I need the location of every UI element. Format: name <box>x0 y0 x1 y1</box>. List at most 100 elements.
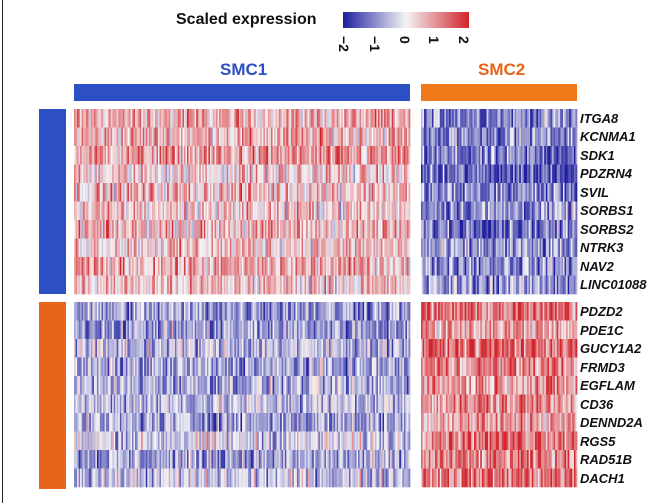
heatmap-cell-smc1 <box>374 164 377 184</box>
heatmap-cell-smc2 <box>508 257 511 276</box>
heatmap-cell-smc1 <box>267 220 270 239</box>
heatmap-cell-smc1 <box>202 164 205 184</box>
heatmap-cell-smc2 <box>478 146 481 165</box>
heatmap-cell-smc1 <box>106 257 108 276</box>
heatmap-cell-smc2 <box>486 109 489 128</box>
heatmap-cell-smc2 <box>542 164 545 184</box>
heatmap-cell-smc1 <box>364 109 367 128</box>
heatmap-cell-smc1 <box>240 220 243 239</box>
heatmap-cell-smc1 <box>142 376 145 395</box>
heatmap-cell-smc2 <box>573 201 576 221</box>
heatmap-cell-smc1 <box>322 376 325 395</box>
heatmap-cell-smc2 <box>511 257 514 276</box>
heatmap-cell-smc1 <box>206 238 209 258</box>
heatmap-cell-smc1 <box>171 394 174 414</box>
heatmap-cell-smc1 <box>388 127 391 147</box>
heatmap-cell-smc1 <box>151 302 154 321</box>
heatmap-cell-smc2 <box>572 109 575 128</box>
heatmap-cell-smc2 <box>555 127 558 147</box>
heatmap-cell-smc1 <box>136 320 139 340</box>
heatmap-cell-smc1 <box>301 339 304 358</box>
heatmap-cell-smc1 <box>133 238 136 258</box>
heatmap-cell-smc1 <box>303 275 305 295</box>
heatmap-cell-smc2 <box>506 339 509 358</box>
heatmap-cell-smc2 <box>522 238 525 258</box>
heatmap-cell-smc1 <box>290 109 293 128</box>
heatmap-cell-smc2 <box>519 238 522 258</box>
heatmap-cell-smc1 <box>81 201 84 221</box>
heatmap-cell-smc1 <box>212 146 215 165</box>
heatmap-cell-smc1 <box>341 320 344 340</box>
heatmap-cell-smc1 <box>240 339 243 358</box>
heatmap-cell-smc2 <box>561 201 564 221</box>
heatmap-cell-smc1 <box>226 109 229 128</box>
heatmap-cell-smc2 <box>450 376 453 395</box>
heatmap-cell-smc1 <box>115 201 118 221</box>
heatmap-cell-smc1 <box>168 238 171 258</box>
heatmap-cell-smc1 <box>83 357 86 377</box>
heatmap-cell-smc1 <box>124 257 127 276</box>
heatmap-cell-smc2 <box>547 220 550 239</box>
heatmap-cell-smc1 <box>292 183 295 202</box>
heatmap-cell-smc1 <box>367 238 370 258</box>
heatmap-cell-smc1 <box>228 275 231 295</box>
heatmap-cell-smc1 <box>168 376 171 395</box>
heatmap-cell-smc1 <box>373 257 376 276</box>
heatmap-cell-smc2 <box>431 127 434 147</box>
heatmap-cell-smc1 <box>80 109 82 128</box>
heatmap-cell-smc1 <box>344 164 347 184</box>
heatmap-cell-smc2 <box>544 127 547 147</box>
heatmap-cell-smc1 <box>112 320 115 340</box>
heatmap-cell-smc2 <box>467 275 470 295</box>
heatmap-cell-smc2 <box>495 376 498 395</box>
heatmap-cell-smc2 <box>538 357 540 377</box>
heatmap-cell-smc1 <box>318 320 321 340</box>
heatmap-cell-smc1 <box>368 339 371 358</box>
heatmap-cell-smc1 <box>284 164 287 184</box>
heatmap-cell-smc1 <box>190 275 192 295</box>
heatmap-cell-smc1 <box>183 357 186 377</box>
heatmap-cell-smc1 <box>344 127 347 147</box>
heatmap-cell-smc2 <box>502 220 505 239</box>
heatmap-cell-smc2 <box>506 109 509 128</box>
heatmap-cell-smc1 <box>278 183 281 202</box>
heatmap-cell-smc1 <box>187 109 189 128</box>
heatmap-cell-smc1 <box>115 127 118 147</box>
heatmap-cell-smc1 <box>284 357 287 377</box>
heatmap-cell-smc2 <box>531 376 534 395</box>
heatmap-cell-smc2 <box>478 183 481 202</box>
heatmap-cell-smc2 <box>527 164 529 184</box>
heatmap-cell-smc1 <box>406 376 409 395</box>
heatmap-cell-smc1 <box>307 201 310 221</box>
heatmap-cell-smc2 <box>575 164 578 184</box>
heatmap-cell-smc1 <box>180 320 183 340</box>
heatmap-cell-smc1 <box>365 357 368 377</box>
heatmap-cell-smc2 <box>492 201 495 221</box>
heatmap-cell-smc1 <box>188 183 191 202</box>
heatmap-cell-smc1 <box>251 357 254 377</box>
heatmap-cell-smc1 <box>370 127 373 147</box>
heatmap-cell-smc1 <box>214 201 217 221</box>
heatmap-cell-smc1 <box>242 146 244 165</box>
heatmap-cell-smc1 <box>80 275 82 295</box>
heatmap-cell-smc1 <box>280 183 283 202</box>
heatmap-cell-smc1 <box>194 238 197 258</box>
heatmap-cell-smc1 <box>151 220 154 239</box>
heatmap-cell-smc1 <box>200 302 203 321</box>
heatmap-cell-smc2 <box>449 320 451 340</box>
heatmap-cell-smc1 <box>318 127 321 147</box>
heatmap-cell-smc1 <box>280 201 283 221</box>
heatmap-cell-smc1 <box>393 201 396 221</box>
heatmap-cell-smc2 <box>452 376 455 395</box>
heatmap-cell-smc2 <box>491 257 494 276</box>
heatmap-cell-smc1 <box>203 183 206 202</box>
heatmap-cell-smc1 <box>341 109 344 128</box>
heatmap-cell-smc2 <box>445 164 448 184</box>
heatmap-cell-smc2 <box>447 164 450 184</box>
heatmap-cell-smc1 <box>310 127 313 147</box>
heatmap-cell-smc1 <box>125 357 128 377</box>
heatmap-cell-smc1 <box>306 238 309 258</box>
heatmap-cell-smc1 <box>154 183 157 202</box>
heatmap-cell-smc1 <box>338 394 341 414</box>
heatmap-cell-smc1 <box>310 275 313 295</box>
